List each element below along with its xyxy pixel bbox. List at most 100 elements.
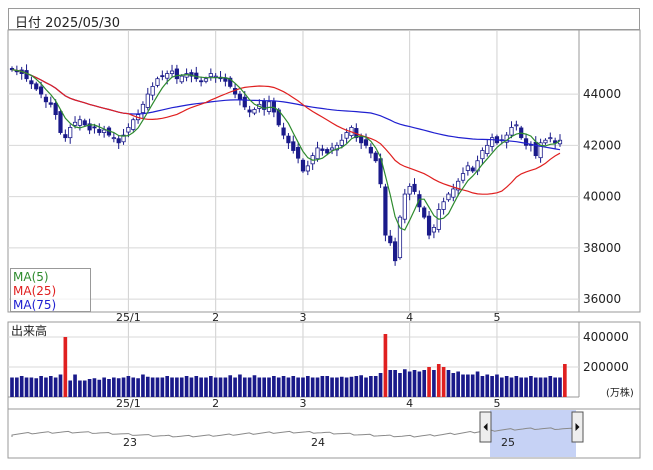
candle-body bbox=[281, 127, 286, 136]
volume-bar bbox=[155, 377, 160, 397]
candle-body bbox=[174, 68, 179, 80]
volume-bar bbox=[29, 377, 34, 397]
volume-bar bbox=[436, 364, 441, 397]
candle-body bbox=[24, 70, 29, 80]
volume-bar bbox=[63, 337, 68, 397]
volume-bar bbox=[97, 379, 102, 397]
ma-legend: MA(5) MA(25) MA(75) bbox=[10, 268, 91, 312]
volume-bar bbox=[267, 377, 271, 397]
volume-bar bbox=[257, 377, 262, 397]
volume-bar bbox=[160, 377, 165, 397]
volume-bar bbox=[209, 376, 213, 397]
volume-bar bbox=[87, 379, 92, 397]
candle-body bbox=[68, 127, 73, 139]
year-label: 25 bbox=[501, 436, 515, 449]
candle-body bbox=[480, 150, 485, 160]
volume-bar bbox=[223, 377, 228, 397]
volume-bar bbox=[175, 377, 179, 397]
volume-tick-label: 400000 bbox=[583, 330, 629, 344]
legend-ma5: MA(5) bbox=[13, 270, 49, 284]
volume-bar bbox=[548, 376, 553, 397]
candle-body bbox=[509, 127, 514, 136]
volume-bar bbox=[39, 376, 43, 397]
candle-body bbox=[116, 138, 121, 144]
volume-bar bbox=[563, 364, 567, 397]
candle-body bbox=[325, 149, 330, 154]
volume-bar bbox=[412, 370, 417, 397]
volume-bar bbox=[276, 377, 281, 397]
volume-bar bbox=[441, 367, 446, 397]
volume-bar bbox=[369, 376, 373, 397]
candle-body bbox=[165, 73, 170, 79]
month-label-price: 3 bbox=[299, 311, 306, 324]
candle-body bbox=[359, 136, 364, 144]
candle-body bbox=[538, 142, 543, 159]
scroller-right-handle[interactable] bbox=[571, 411, 584, 443]
price-tick-label: 44000 bbox=[583, 87, 621, 101]
volume-bar bbox=[480, 376, 485, 397]
candle-body bbox=[490, 137, 495, 147]
candle-body bbox=[53, 102, 58, 115]
volume-bar bbox=[121, 377, 126, 397]
candle-body bbox=[199, 80, 204, 83]
volume-bar bbox=[470, 374, 475, 397]
month-label-price: 4 bbox=[406, 311, 413, 324]
candle-body bbox=[155, 78, 160, 86]
month-label-price: 2 bbox=[212, 311, 219, 324]
volume-bar bbox=[165, 376, 170, 397]
volume-bar bbox=[354, 376, 359, 397]
candle-body bbox=[140, 103, 146, 113]
volume-bar bbox=[189, 377, 194, 397]
month-label-price: 5 bbox=[493, 311, 500, 324]
volume-bar bbox=[10, 377, 14, 397]
volume-bar bbox=[145, 376, 150, 397]
volume-bar bbox=[233, 377, 237, 397]
volume-bar bbox=[519, 377, 524, 397]
volume-bar bbox=[320, 376, 325, 397]
volume-bar bbox=[393, 370, 397, 397]
candle-body bbox=[291, 141, 296, 151]
ma25-line bbox=[11, 69, 561, 195]
year-label: 23 bbox=[123, 436, 137, 449]
volume-bar bbox=[136, 378, 140, 397]
volume-bar bbox=[252, 375, 257, 397]
candle-body bbox=[431, 226, 437, 233]
date-label: 日付 2025/05/30 bbox=[15, 16, 121, 31]
scroller-left-handle[interactable] bbox=[479, 411, 492, 443]
volume-bar bbox=[553, 377, 557, 397]
candle-body bbox=[34, 83, 39, 90]
volume-bar bbox=[78, 380, 82, 397]
volume-bar bbox=[310, 377, 315, 397]
candle-body bbox=[111, 137, 116, 140]
volume-bar bbox=[53, 377, 58, 397]
candle-body bbox=[368, 147, 373, 154]
volume-unit: (万株) bbox=[606, 388, 634, 399]
volume-bar bbox=[398, 373, 402, 397]
candle-body bbox=[533, 141, 538, 157]
volume-bar bbox=[335, 377, 339, 397]
volume-bar bbox=[301, 377, 305, 397]
candle-body bbox=[441, 201, 446, 210]
candle-body bbox=[228, 77, 233, 87]
month-label-volume: 5 bbox=[493, 397, 500, 410]
volume-bar bbox=[315, 377, 320, 397]
volume-bar bbox=[92, 378, 97, 397]
candle-body bbox=[296, 147, 301, 159]
candle-body bbox=[72, 121, 78, 126]
volume-bar bbox=[504, 376, 509, 397]
candle-body bbox=[160, 75, 165, 78]
volume-bar bbox=[213, 377, 218, 397]
candle-body bbox=[82, 120, 87, 126]
candle-body bbox=[213, 75, 218, 78]
volume-bar bbox=[533, 377, 538, 397]
volume-bar bbox=[228, 375, 233, 397]
volume-bar bbox=[538, 377, 543, 397]
volume-bar bbox=[407, 371, 412, 397]
volume-bar bbox=[19, 376, 24, 397]
candle-body bbox=[179, 75, 184, 83]
candle-body bbox=[465, 165, 470, 171]
candle-body bbox=[208, 73, 213, 78]
volume-bar bbox=[344, 377, 349, 397]
candle-body bbox=[126, 127, 131, 133]
candle-body bbox=[363, 139, 369, 146]
